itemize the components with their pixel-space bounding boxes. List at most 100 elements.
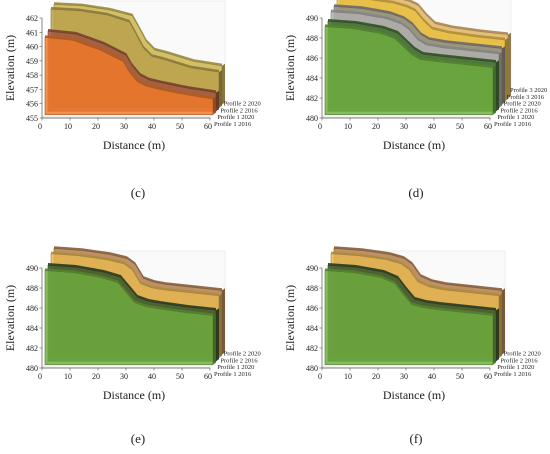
x-tick-label: 0: [318, 372, 322, 381]
profile-end-face: [216, 90, 219, 112]
x-tick-label: 30: [120, 122, 128, 131]
y-tick-label: 490: [306, 264, 318, 273]
profile-end-face: [496, 308, 499, 362]
profile-end-face: [219, 293, 222, 358]
y-tick-label: 486: [26, 304, 38, 313]
y-tick-label: 490: [306, 14, 318, 23]
profile-end-face: [499, 51, 502, 108]
x-tick-label: 60: [204, 122, 212, 131]
x-tick-label: 10: [64, 372, 72, 381]
y-tick-label: 462: [26, 14, 38, 23]
chart-panel-f: Profile 2 2020 Profile 2 2016 Profile 1 20…: [280, 246, 550, 430]
legend-label: Profile 1 2016: [214, 121, 252, 128]
chart-panel-c: Profile 2 2020 Profile 2 2016 Profile 1 20…: [0, 0, 270, 180]
profile-end-face: [213, 96, 216, 115]
profile-end-face: [219, 70, 222, 108]
panel-label-c: (c): [130, 185, 146, 200]
profile-end-face: [493, 65, 496, 115]
x-tick-label: 10: [344, 122, 352, 131]
x-axis-title: Distance (m): [103, 138, 165, 152]
x-tick-label: 0: [38, 372, 42, 381]
panel-label-e: (e): [130, 431, 146, 446]
y-tick-label: 486: [306, 304, 318, 313]
profile-end-face: [216, 308, 219, 362]
legend-label: Profile 2 2016: [220, 107, 258, 114]
profile-top-edge: [51, 251, 219, 296]
y-tick-label: 484: [306, 324, 318, 333]
profile-end-face: [496, 60, 499, 112]
x-tick-label: 10: [64, 122, 72, 131]
profile-end-face: [502, 288, 505, 355]
panel-label-f: (f): [409, 431, 423, 446]
x-tick-label: 40: [148, 122, 156, 131]
chart-panel-e: Profile 2 2020 Profile 2 2016 Profile 1 20…: [0, 246, 270, 430]
y-tick-label: 488: [306, 34, 318, 43]
y-tick-label: 486: [306, 54, 318, 63]
profile-end-face: [222, 63, 225, 105]
profile-end-face: [493, 313, 496, 365]
y-tick-label: 461: [26, 28, 38, 37]
y-tick-label: 480: [306, 114, 318, 123]
y-tick-label: 480: [306, 364, 318, 373]
profile-end-face: [505, 38, 508, 101]
x-tick-label: 40: [428, 372, 436, 381]
y-tick-label: 456: [26, 100, 38, 109]
x-tick-label: 30: [400, 372, 408, 381]
y-tick-label: 488: [306, 284, 318, 293]
x-tick-label: 0: [318, 122, 322, 131]
legend-label: Profile 1 2020: [217, 114, 254, 121]
legend-label: Profile 2 2020: [504, 101, 541, 108]
legend-label: Profile 1 2016: [214, 371, 252, 378]
y-tick-label: 482: [26, 344, 38, 353]
x-tick-label: 50: [456, 122, 464, 131]
legend-label: Profile 3 2016: [507, 94, 545, 101]
y-tick-label: 458: [26, 71, 38, 80]
x-axis-title: Distance (m): [103, 388, 165, 402]
chart-panel-d: Profile 3 2020 Profile 3 2016 Profile 2 20…: [280, 0, 550, 180]
x-tick-label: 20: [372, 372, 380, 381]
x-axis-title: Distance (m): [383, 388, 445, 402]
y-axis-title: Elevation (m): [3, 285, 17, 351]
x-tick-label: 50: [176, 122, 184, 131]
y-tick-label: 482: [306, 94, 318, 103]
x-tick-label: 60: [484, 372, 492, 381]
y-axis-title: Elevation (m): [283, 285, 297, 351]
profile-top-edge: [404, 0, 508, 35]
profile-end-face: [502, 46, 505, 105]
x-tick-label: 20: [92, 122, 100, 131]
legend-label: Profile 2 2020: [224, 351, 261, 358]
legend-label: Profile 2 2016: [220, 357, 258, 364]
x-tick-label: 0: [38, 122, 42, 131]
x-tick-label: 60: [484, 122, 492, 131]
profile-end-face: [213, 313, 216, 365]
x-tick-label: 40: [148, 372, 156, 381]
y-tick-label: 457: [26, 85, 38, 94]
x-tick-label: 30: [400, 122, 408, 131]
x-tick-label: 20: [92, 372, 100, 381]
y-tick-label: 484: [306, 74, 318, 83]
legend-label: Profile 1 2020: [497, 114, 534, 121]
legend-label: Profile 1 2016: [494, 121, 532, 128]
x-tick-label: 30: [120, 372, 128, 381]
profile-top-edge: [54, 246, 222, 291]
legend-label: Profile 2 2020: [504, 351, 541, 358]
profile-end-face: [222, 288, 225, 355]
legend-label: Profile 1 2020: [217, 364, 254, 371]
y-tick-label: 484: [26, 324, 38, 333]
x-tick-label: 40: [428, 122, 436, 131]
y-tick-label: 490: [26, 264, 38, 273]
legend-label: Profile 1 2020: [497, 364, 534, 371]
y-tick-label: 480: [26, 364, 38, 373]
y-tick-label: 482: [306, 344, 318, 353]
profile-end-face: [499, 293, 502, 358]
legend-label: Profile 1 2016: [494, 371, 532, 378]
legend-label: Profile 3 2020: [510, 87, 547, 94]
y-tick-label: 455: [26, 114, 38, 123]
y-tick-label: 488: [26, 284, 38, 293]
profile-end-face: [508, 32, 511, 98]
x-tick-label: 50: [456, 372, 464, 381]
